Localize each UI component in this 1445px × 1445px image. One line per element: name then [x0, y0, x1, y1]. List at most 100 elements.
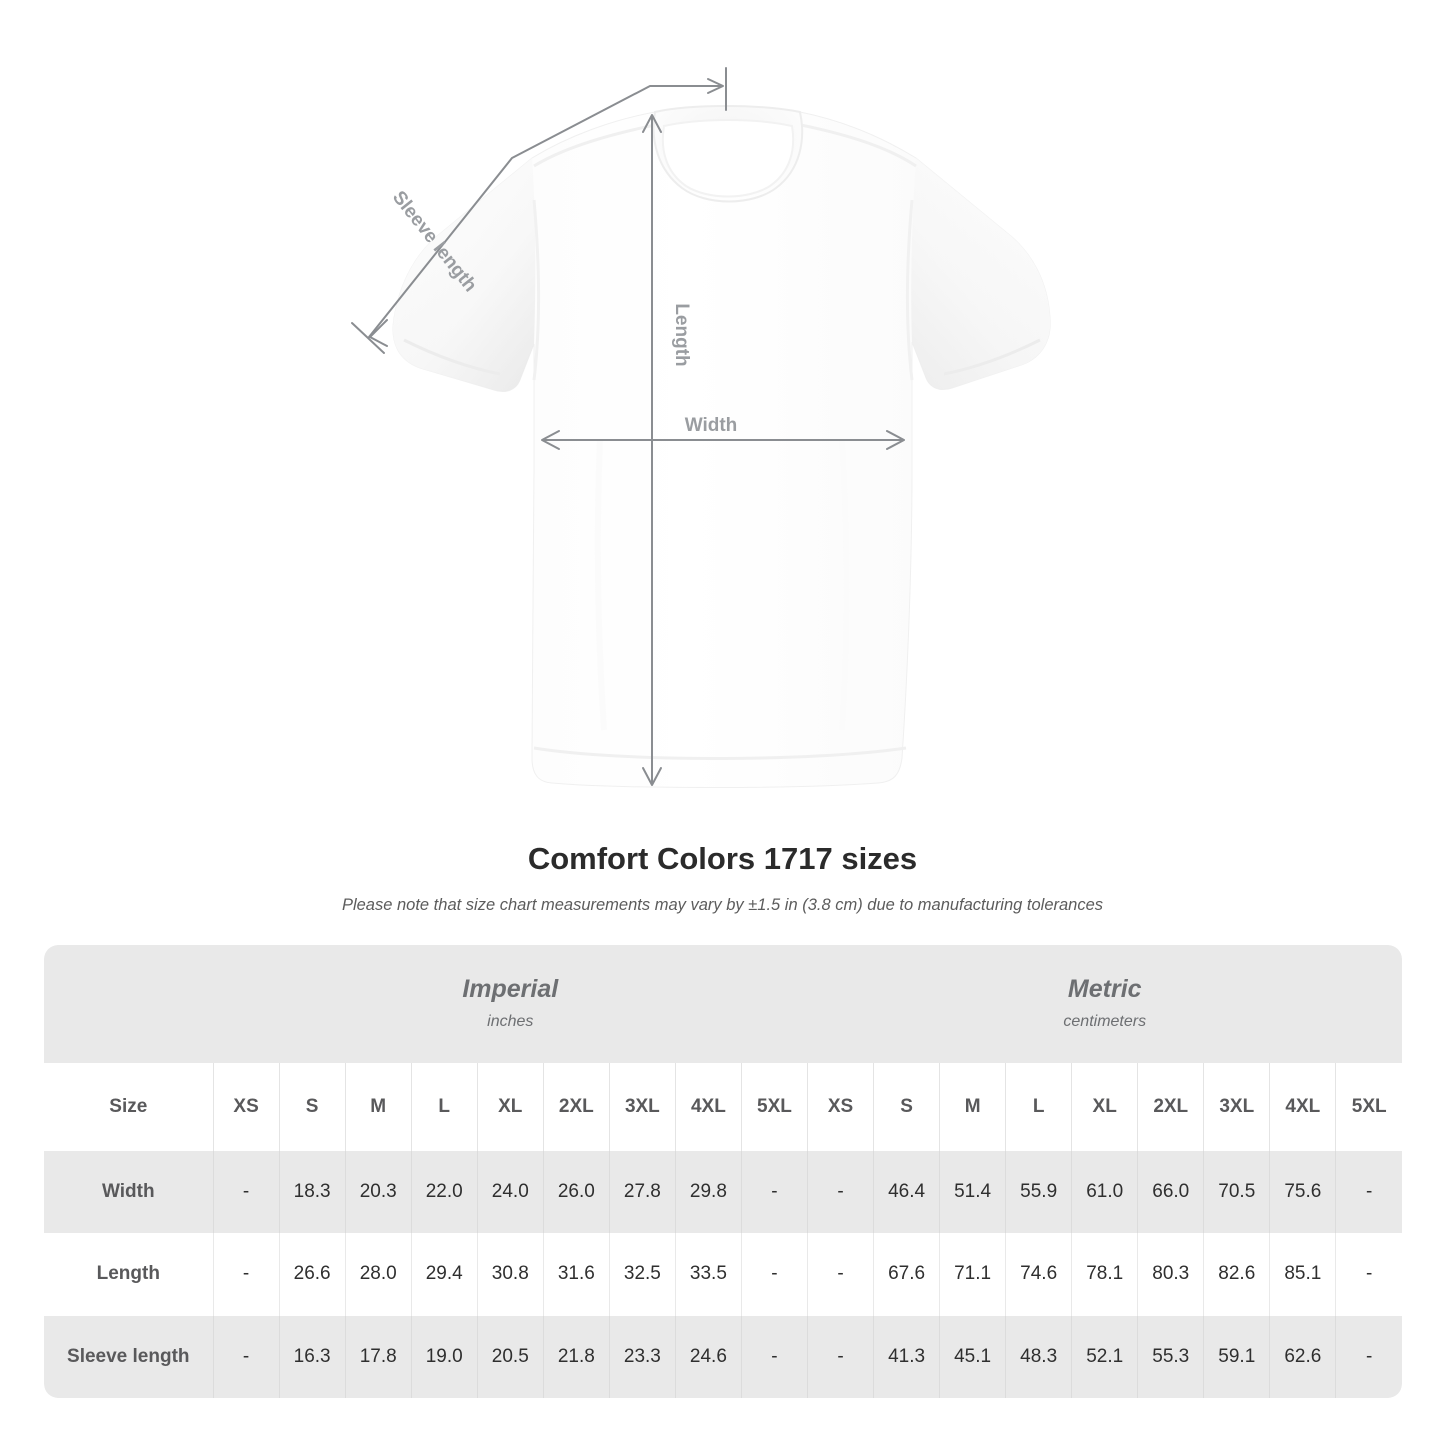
measurement-cell: 85.1	[1269, 1233, 1336, 1316]
measurement-cell: -	[740, 1315, 808, 1398]
measurement-cell: 22.0	[410, 1150, 478, 1234]
measurement-cell: 26.6	[278, 1233, 346, 1316]
measurement-cell: 78.1	[1071, 1233, 1138, 1316]
measurement-cell: 18.3	[278, 1150, 346, 1234]
measurement-annotations: Sleeve length Length Width	[351, 67, 905, 786]
measurement-cell: 70.5	[1203, 1150, 1270, 1234]
size-column-header: 4XL	[1269, 1062, 1336, 1151]
size-chart-table: Imperial inches Metric centimeters Size XS S M L…	[44, 945, 1402, 1398]
measurement-cell: 31.6	[542, 1233, 610, 1316]
length-arrowhead-top	[642, 114, 662, 133]
measurement-cell: -	[1335, 1233, 1402, 1316]
measurement-cell: 20.3	[344, 1150, 412, 1234]
measurement-cell: -	[740, 1233, 808, 1316]
measurement-cell: 55.3	[1137, 1315, 1204, 1398]
measurement-cell: 27.8	[608, 1150, 676, 1234]
measurement-row-label: Width	[44, 1150, 214, 1234]
bottom-hem	[533, 746, 907, 760]
measurement-row-label: Length	[44, 1233, 214, 1316]
size-column-header: XL	[1071, 1062, 1138, 1151]
measurement-cell: -	[1335, 1150, 1402, 1234]
measurement-cell: 55.9	[1005, 1150, 1072, 1234]
size-column-header: S	[278, 1062, 346, 1151]
measurement-cell: 75.6	[1269, 1150, 1336, 1234]
measurement-cell: 17.8	[344, 1315, 412, 1398]
measurement-cell: 46.4	[873, 1150, 940, 1234]
size-column-header: L	[410, 1062, 478, 1151]
length-arrowhead-bottom	[642, 767, 662, 786]
collar-inner	[661, 119, 795, 198]
left-sleeve	[393, 158, 536, 392]
size-column-header: 4XL	[674, 1062, 742, 1151]
size-column-header: 2XL	[1137, 1062, 1204, 1151]
size-column-header: 3XL	[1203, 1062, 1270, 1151]
measurement-cell: 19.0	[410, 1315, 478, 1398]
body-fold-right	[839, 439, 850, 731]
table-row: Width -18.3 20.3 22.0 24.0 26.0 27.8 29.8- -46.4…	[44, 1150, 1402, 1234]
measurement-cell: 24.0	[476, 1150, 544, 1234]
measurement-cell: 16.3	[278, 1315, 346, 1398]
left-sleeve-hem	[403, 338, 501, 376]
size-column-header: L	[1005, 1062, 1072, 1151]
tolerance-note: Please note that size chart measurements…	[341, 896, 1104, 914]
measurement-cell: 20.5	[476, 1315, 544, 1398]
width-arrowhead-right	[886, 430, 905, 450]
size-column-header: 5XL	[740, 1062, 808, 1151]
sleeve-end-tick	[351, 322, 385, 354]
size-column-header: 5XL	[1335, 1062, 1402, 1151]
measurement-cell: 71.1	[939, 1233, 1006, 1316]
page-title: Comfort Colors 1717 sizes	[527, 841, 918, 876]
measurement-cell: 48.3	[1005, 1315, 1072, 1398]
measurement-cell: -	[212, 1315, 280, 1398]
tshirt-illustration: Sleeve length Length Width	[351, 67, 1051, 788]
measurement-cell: 24.6	[674, 1315, 742, 1398]
left-shoulder-seam	[533, 122, 661, 168]
measurement-cell: -	[806, 1150, 874, 1234]
measurement-cell: 41.3	[873, 1315, 940, 1398]
measurement-cell: -	[806, 1233, 874, 1316]
measurement-cell: 29.4	[410, 1233, 478, 1316]
chart-title-block: Comfort Colors 1717 sizes Please note th…	[0, 840, 1445, 916]
unit-system-name: Imperial	[462, 975, 559, 1004]
measurement-cell: -	[212, 1233, 280, 1316]
unit-banner-blank	[44, 945, 214, 1063]
body-fold-left	[594, 439, 607, 731]
sleeve-length-line	[368, 85, 723, 338]
sleeve-arrowhead-bottom	[369, 319, 388, 347]
size-column-header: XS	[212, 1062, 280, 1151]
unit-banner-cell: Metric centimeters	[807, 945, 1402, 1063]
right-shoulder-seam	[795, 122, 917, 168]
unit-system-subtitle: inches	[487, 1013, 534, 1031]
measurement-cell: 59.1	[1203, 1315, 1270, 1398]
unit-banner-cell: Imperial inches	[213, 945, 808, 1063]
measurement-row-label: Sleeve length	[44, 1315, 214, 1398]
measurement-cell: -	[806, 1315, 874, 1398]
right-sleeve-hem	[943, 338, 1041, 376]
sleeve-length-label: Sleeve length	[388, 187, 481, 296]
measurement-cell: 51.4	[939, 1150, 1006, 1234]
size-column-header: 3XL	[608, 1062, 676, 1151]
measurement-cell: 23.3	[608, 1315, 676, 1398]
table-row: Length -26.6 28.0 29.4 30.8 31.6 32.5 33.5- -67.…	[44, 1233, 1402, 1316]
measurement-cell: 80.3	[1137, 1233, 1204, 1316]
size-column-header: XS	[806, 1062, 874, 1151]
right-sleeve	[911, 158, 1051, 390]
size-header-row: Size XS S M L XL 2XL 3XL 4XL 5XL XS S M L XL 2XL 3XL 4XL 5…	[44, 1062, 1402, 1151]
unit-system-subtitle: centimeters	[1063, 1013, 1147, 1031]
unit-system-name: Metric	[1067, 975, 1142, 1004]
measurement-cell: 26.0	[542, 1150, 610, 1234]
unit-banner-row: Imperial inches Metric centimeters	[44, 945, 1402, 1063]
measurement-cell: -	[1335, 1315, 1402, 1398]
measurement-cell: 33.5	[674, 1233, 742, 1316]
measurement-cell: 62.6	[1269, 1315, 1336, 1398]
size-column-header: XL	[476, 1062, 544, 1151]
measurement-cell: -	[212, 1150, 280, 1234]
size-chart-table-wrapper: Imperial inches Metric centimeters Size XS S M L…	[44, 945, 1402, 1398]
size-column-header: M	[344, 1062, 412, 1151]
measurement-cell: 74.6	[1005, 1233, 1072, 1316]
tshirt-graphic	[392, 105, 1051, 788]
length-label: Length	[671, 303, 692, 366]
measurement-cell: 45.1	[939, 1315, 1006, 1398]
measurement-cell: 30.8	[476, 1233, 544, 1316]
table-row: Sleeve length -16.3 17.8 19.0 20.5 21.8 23.3 24…	[44, 1315, 1402, 1398]
